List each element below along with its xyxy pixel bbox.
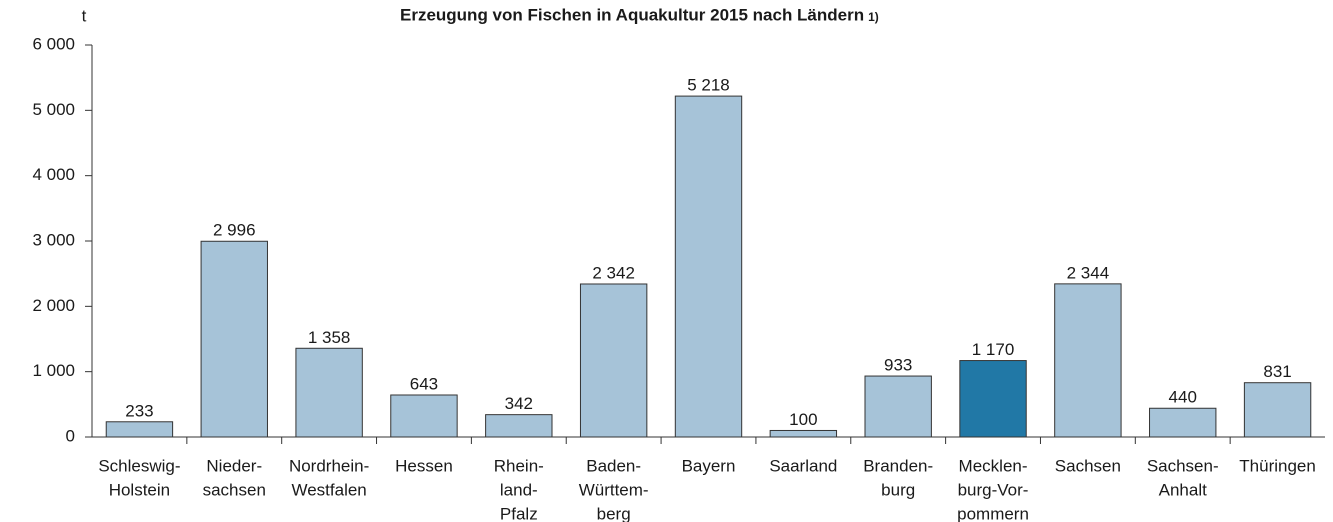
y-tick-label: 4 000 xyxy=(32,165,75,184)
x-tick-label-line: Westfalen xyxy=(291,480,366,499)
bar xyxy=(579,283,648,438)
bar xyxy=(295,347,363,438)
y-axis-label: t xyxy=(82,6,87,25)
x-tick-label-line: Mecklen- xyxy=(959,456,1028,475)
x-tick-label-line: Saarland xyxy=(769,456,837,475)
x-tick-label-line: burg xyxy=(881,480,915,499)
x-tick-label: Nordrhein- Westfalen xyxy=(289,456,369,499)
x-tick-label-line: Sachsen xyxy=(1055,456,1121,475)
title-note: 1) xyxy=(868,10,879,24)
x-tick-label-line: Bayern xyxy=(682,456,736,475)
x-tick-label-line: sachsen xyxy=(203,480,266,499)
bar xyxy=(1243,382,1312,438)
x-tick-label-line: Nordrhein- xyxy=(289,456,369,475)
x-tick-label-line: Sachsen- xyxy=(1147,456,1219,475)
bar xyxy=(959,360,1027,438)
bar xyxy=(485,414,553,438)
value-label: 100 xyxy=(789,410,817,429)
x-tick-label-line: land- xyxy=(500,480,538,499)
y-tick-label: 1 000 xyxy=(32,361,75,380)
value-label: 342 xyxy=(505,394,533,413)
y-tick-label: 6 000 xyxy=(32,34,75,53)
value-label: 2 996 xyxy=(213,221,256,240)
bar xyxy=(200,240,268,438)
value-label: 2 342 xyxy=(592,263,635,282)
x-tick-label-line: Nieder- xyxy=(206,456,262,475)
chart-title: Erzeugung von Fischen in Aquakultur 2015… xyxy=(400,5,864,24)
x-tick-label: Rhein-land- Pfalz xyxy=(494,456,544,522)
bar xyxy=(864,375,932,438)
value-label: 1 170 xyxy=(972,340,1015,359)
value-label: 831 xyxy=(1263,362,1291,381)
x-tick-label-line: Baden- xyxy=(586,456,641,475)
y-tick-label: 5 000 xyxy=(32,100,75,119)
value-label: 5 218 xyxy=(687,76,730,95)
y-tick-label: 3 000 xyxy=(32,230,75,249)
x-tick-label: Sachsen- Anhalt xyxy=(1147,456,1219,499)
x-tick-label: Sachsen xyxy=(1055,456,1121,475)
x-tick-label: Baden- Württem-berg xyxy=(579,456,649,522)
x-tick-label: Bayern xyxy=(682,456,736,475)
x-tick-label-line: burg-Vor- xyxy=(958,480,1029,499)
x-tick-label-line: Thüringen xyxy=(1239,456,1316,475)
bar xyxy=(1054,283,1122,438)
x-tick-label-line: Hessen xyxy=(395,456,453,475)
x-tick-label: Mecklen-burg-Vor-pommern xyxy=(957,456,1029,522)
x-tick-label-line: Holstein xyxy=(109,480,170,499)
x-tick-label-line: Pfalz xyxy=(500,504,538,522)
bar xyxy=(1149,407,1217,438)
x-tick-label-line: Anhalt xyxy=(1159,480,1207,499)
value-label: 643 xyxy=(410,374,438,393)
y-tick-label: 2 000 xyxy=(32,296,75,315)
value-label: 440 xyxy=(1169,388,1197,407)
x-tick-label: Schleswig- Holstein xyxy=(98,456,180,499)
bar xyxy=(105,421,174,438)
bar xyxy=(390,394,458,438)
x-tick-label-line: Branden- xyxy=(863,456,933,475)
value-label: 2 344 xyxy=(1067,263,1110,282)
value-label: 933 xyxy=(884,356,912,375)
x-tick-label: Thüringen xyxy=(1239,456,1316,475)
x-tick-label-line: berg xyxy=(597,504,631,522)
x-tick-label: Hessen xyxy=(395,456,453,475)
x-tick-label-line: Rhein- xyxy=(494,456,544,475)
bar xyxy=(674,95,743,438)
x-tick-label: Nieder-sachsen xyxy=(203,456,266,499)
x-tick-label: Saarland xyxy=(769,456,837,475)
x-tick-label-line: Württem- xyxy=(579,480,649,499)
value-label: 233 xyxy=(125,401,153,420)
x-tick-label-line: pommern xyxy=(957,504,1029,522)
x-tick-label-line: Schleswig- xyxy=(98,456,180,475)
value-label: 1 358 xyxy=(308,328,351,347)
bar xyxy=(769,429,838,438)
y-tick-label: 0 xyxy=(66,426,75,445)
x-tick-label: Branden-burg xyxy=(863,456,933,499)
